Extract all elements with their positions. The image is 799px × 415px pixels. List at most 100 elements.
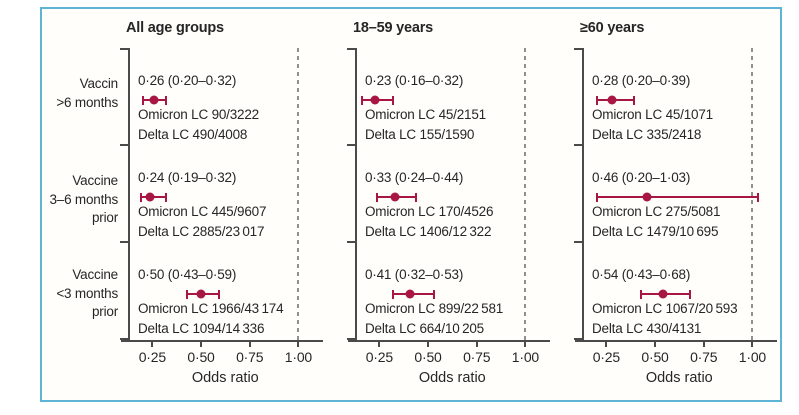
x-axis-title: Odds ratio — [418, 370, 486, 386]
forest-row: 0·46 (0·20–1·03) Omicron LC 275/5081 Del… — [582, 145, 767, 242]
y-axis-tick — [574, 144, 582, 146]
row-label-line: prior — [91, 304, 118, 319]
y-axis-tick — [574, 48, 582, 50]
point-estimate-dot — [149, 95, 159, 105]
y-axis-tick — [574, 338, 582, 340]
y-axis-tick — [120, 241, 128, 243]
x-tick-label: 0·50 — [641, 349, 669, 365]
ci-lower-cap — [595, 95, 598, 105]
omicron-count-label: Omicron LC 1067/20 593 — [592, 301, 738, 316]
x-tick-label: 1·00 — [284, 349, 313, 365]
reference-line-or-1 — [297, 48, 300, 340]
ci-lower-cap — [360, 95, 363, 105]
x-axis-title: Odds ratio — [645, 370, 713, 386]
omicron-count-label: Omicron LC 899/22 581 — [365, 301, 504, 316]
y-axis-tick — [120, 48, 128, 50]
point-estimate-dot — [390, 192, 400, 202]
y-axis-tick — [347, 48, 355, 50]
estimate-label: 0·54 (0·43–0·68) — [592, 267, 691, 282]
confidence-interval-bar — [595, 95, 635, 105]
estimate-label: 0·33 (0·24–0·44) — [365, 170, 464, 185]
confidence-interval-bar — [376, 192, 418, 202]
panel-title: 18–59 years — [353, 20, 434, 36]
point-estimate-dot — [370, 95, 380, 105]
point-estimate-dot — [607, 95, 617, 105]
ci-lower-cap — [376, 192, 379, 202]
ci-upper-cap — [432, 289, 435, 299]
forest-row: 0·50 (0·43–0·59) Omicron LC 1966/43 174 … — [128, 242, 313, 339]
delta-count-label: Delta LC 490/4008 — [138, 127, 248, 142]
ci-upper-cap — [164, 95, 167, 105]
x-axis-tick — [605, 340, 608, 347]
x-axis-line — [121, 340, 323, 342]
row-label-line: Vaccin — [79, 76, 119, 91]
y-axis-line — [128, 48, 130, 340]
point-estimate-dot — [196, 289, 206, 299]
row-group-labels: Vaccin >6 months Vaccine 3–6 months prio… — [44, 48, 118, 340]
x-axis-tick — [151, 340, 154, 347]
forest-row: 0·33 (0·24–0·44) Omicron LC 170/4526 Del… — [355, 145, 540, 242]
ci-upper-cap — [757, 192, 760, 202]
estimate-label: 0·23 (0·16–0·32) — [365, 73, 464, 88]
omicron-count-label: Omicron LC 45/1071 — [592, 107, 713, 122]
y-axis-tick — [347, 338, 355, 340]
delta-count-label: Delta LC 664/10 205 — [365, 321, 484, 336]
delta-count-label: Delta LC 155/1590 — [365, 127, 475, 142]
row-label-line: <3 months — [56, 285, 118, 301]
y-axis-tick — [347, 241, 355, 243]
ci-upper-cap — [689, 289, 692, 299]
point-estimate-dot — [145, 192, 155, 202]
ci-upper-cap — [632, 95, 635, 105]
forest-row: 0·41 (0·32–0·53) Omicron LC 899/22 581 D… — [355, 242, 540, 339]
forest-row: 0·24 (0·19–0·32) Omicron LC 445/9607 Del… — [128, 145, 313, 242]
delta-count-label: Delta LC 335/2418 — [592, 127, 702, 142]
x-tick-label: 1·00 — [511, 349, 540, 365]
y-axis-tick — [347, 144, 355, 146]
point-estimate-dot — [405, 289, 415, 299]
forest-row: 0·23 (0·16–0·32) Omicron LC 45/2151 Delt… — [355, 48, 540, 145]
omicron-count-label: Omicron LC 90/3222 — [138, 107, 259, 122]
x-tick-label: 0·25 — [365, 349, 393, 365]
confidence-interval-bar — [139, 192, 167, 202]
ci-lower-cap — [186, 289, 189, 299]
row-label-line: Vaccine — [72, 267, 118, 282]
x-tick-label: 0·75 — [236, 349, 264, 365]
plot-area-60-plus-years: 0·28 (0·20–0·39) Omicron LC 45/1071 Delt… — [574, 48, 777, 386]
point-estimate-dot — [642, 192, 652, 202]
x-axis-tick — [654, 340, 657, 347]
x-axis-tick — [378, 340, 381, 347]
x-axis-tick — [702, 340, 705, 347]
delta-count-label: Delta LC 430/4131 — [592, 321, 702, 336]
omicron-count-label: Omicron LC 445/9607 — [138, 204, 267, 219]
omicron-count-label: Omicron LC 275/5081 — [592, 204, 721, 219]
x-axis-line — [348, 340, 550, 342]
x-tick-label: 0·25 — [138, 349, 166, 365]
forest-row: 0·26 (0·20–0·32) Omicron LC 90/3222 Delt… — [128, 48, 313, 145]
delta-count-label: Delta LC 1094/14 336 — [138, 321, 265, 336]
x-axis-tick — [297, 340, 300, 347]
delta-count-label: Delta LC 1479/10 695 — [592, 224, 719, 239]
estimate-label: 0·28 (0·20–0·39) — [592, 73, 691, 88]
reference-line-or-1 — [524, 48, 527, 340]
confidence-interval-bar — [186, 289, 220, 299]
ci-lower-cap — [391, 289, 394, 299]
reference-line-or-1 — [751, 48, 754, 340]
y-axis-line — [582, 48, 584, 340]
y-axis-tick — [574, 241, 582, 243]
x-axis-tick — [248, 340, 251, 347]
panel-60-plus-years: ≥60 years 0·28 (0·20–0·39) Omicron LC 45… — [574, 0, 777, 415]
x-tick-label: 0·75 — [463, 349, 491, 365]
y-axis-tick — [120, 144, 128, 146]
confidence-interval-bar — [141, 95, 167, 105]
panel-18-59-years: 18–59 years 0·23 (0·16–0·32) Omicron LC … — [347, 0, 550, 415]
y-axis-line — [355, 48, 357, 340]
ci-upper-cap — [164, 192, 167, 202]
point-estimate-dot — [658, 289, 668, 299]
ci-upper-cap — [415, 192, 418, 202]
ci-upper-cap — [391, 95, 394, 105]
row-label-line: 3–6 months — [49, 191, 118, 207]
ci-upper-cap — [217, 289, 220, 299]
omicron-count-label: Omicron LC 45/2151 — [365, 107, 486, 122]
x-tick-label: 0·25 — [592, 349, 620, 365]
row-label-line: prior — [91, 210, 118, 225]
